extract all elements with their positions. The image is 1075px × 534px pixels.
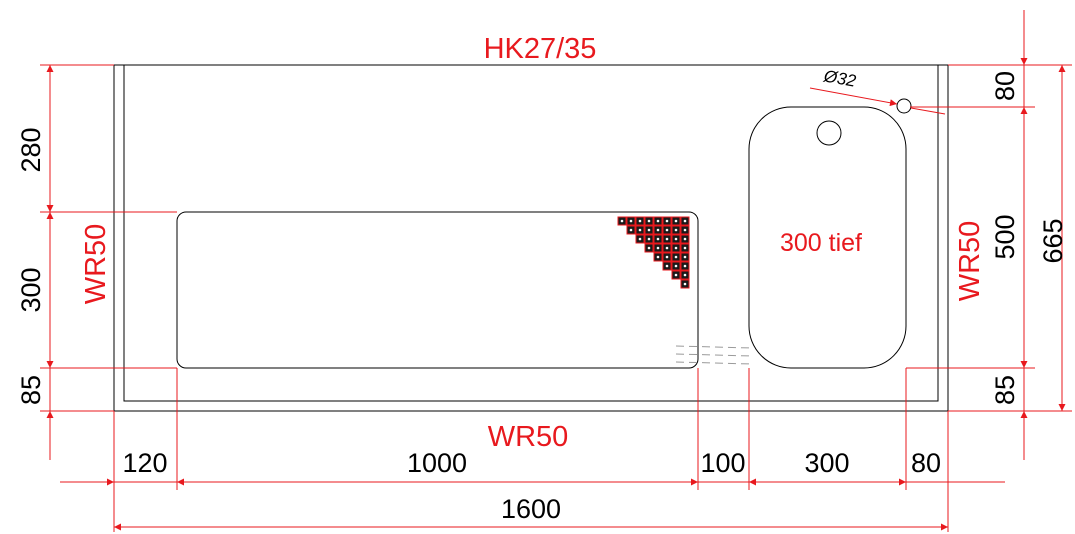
dim-left-drainer: 300 bbox=[16, 267, 46, 312]
overflow-channel bbox=[675, 345, 753, 365]
dim-drainer-width: 1000 bbox=[407, 448, 467, 478]
dim-basin-width: 300 bbox=[804, 448, 849, 478]
tap-hole-leader-tail bbox=[910, 107, 946, 115]
drain-hole-icon bbox=[816, 120, 842, 146]
tap-hole-icon bbox=[896, 98, 912, 114]
dim-left-margin: 120 bbox=[122, 448, 167, 478]
dim-right-bottom: 85 bbox=[990, 375, 1020, 405]
tap-hole-label: Ø32 bbox=[821, 66, 857, 91]
dim-gap: 100 bbox=[700, 448, 745, 478]
sink-inner-outline bbox=[123, 64, 939, 402]
right-side-label: WR50 bbox=[954, 221, 986, 302]
dim-left-bottom: 85 bbox=[16, 375, 46, 405]
dim-total-depth: 665 bbox=[1038, 218, 1068, 263]
basin-depth-label: 300 tief bbox=[780, 229, 862, 257]
drainer-outline bbox=[176, 211, 699, 369]
horizontal-dimensions bbox=[60, 478, 1005, 531]
top-title: HK27/35 bbox=[484, 33, 597, 65]
dim-left-top: 280 bbox=[16, 127, 46, 172]
drainer-grid-pattern bbox=[617, 216, 690, 289]
right-vertical-dimensions bbox=[1020, 10, 1066, 460]
bottom-title: WR50 bbox=[488, 421, 569, 453]
left-side-label: WR50 bbox=[80, 224, 112, 305]
tap-hole-leader bbox=[809, 87, 898, 107]
basin-outline bbox=[748, 106, 907, 369]
dim-total-width: 1600 bbox=[501, 494, 561, 524]
dim-right-basin: 500 bbox=[990, 214, 1020, 259]
dim-right-margin: 80 bbox=[911, 448, 941, 478]
dim-right-top: 80 bbox=[990, 71, 1020, 101]
